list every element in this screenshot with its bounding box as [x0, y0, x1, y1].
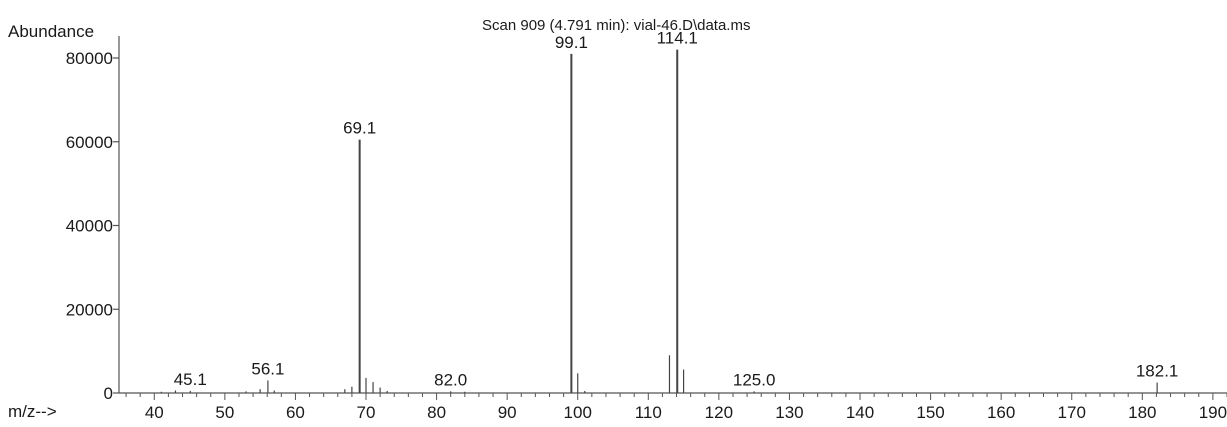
x-tick-label: 90: [498, 403, 517, 422]
x-tick-label: 150: [916, 403, 944, 422]
peak-label: 99.1: [555, 33, 588, 52]
peak-label: 82.0: [434, 370, 467, 389]
peak-label: 56.1: [251, 359, 284, 378]
x-tick-label: 70: [357, 403, 376, 422]
peak-label: 114.1: [657, 29, 698, 48]
x-tick-label: 120: [705, 403, 733, 422]
peak-label: 69.1: [343, 119, 376, 138]
y-axis-label: Abundance: [8, 22, 94, 41]
x-tick-label: 160: [987, 403, 1015, 422]
chart-title: Scan 909 (4.791 min): vial-46.D\data.ms: [482, 17, 750, 34]
y-tick-label: 80000: [66, 49, 113, 68]
x-tick-label: 60: [286, 403, 305, 422]
x-tick-label: 180: [1128, 403, 1156, 422]
peak-label: 182.1: [1136, 362, 1179, 381]
y-tick-label: 60000: [66, 133, 113, 152]
x-axis-label: m/z-->: [8, 402, 57, 421]
x-tick-label: 190: [1199, 403, 1227, 422]
x-tick-label: 170: [1058, 403, 1086, 422]
x-tick-label: 100: [564, 403, 592, 422]
y-tick-label: 0: [104, 384, 113, 403]
x-tick-label: 40: [145, 403, 164, 422]
y-tick-label: 40000: [66, 217, 113, 236]
peak-label: 45.1: [174, 370, 207, 389]
x-tick-label: 140: [846, 403, 874, 422]
x-tick-label: 50: [215, 403, 234, 422]
y-tick-label: 20000: [66, 300, 113, 319]
x-tick-label: 80: [427, 403, 446, 422]
peak-label: 125.0: [733, 370, 776, 389]
x-tick-label: 110: [635, 403, 662, 422]
x-tick-label: 130: [775, 403, 803, 422]
